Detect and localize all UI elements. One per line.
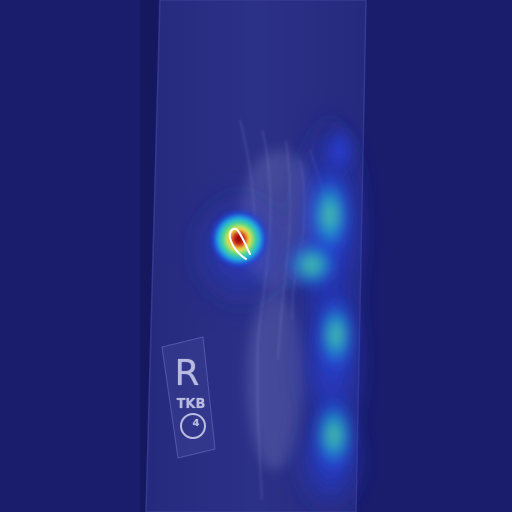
- marker-number: 4: [192, 418, 200, 429]
- marker-side-letter: R: [174, 353, 200, 394]
- marker-number-ring: [180, 413, 206, 439]
- lesion-outline: [228, 227, 251, 260]
- marker-label: TKB: [176, 397, 206, 412]
- heatmap-hotspot: [209, 209, 269, 269]
